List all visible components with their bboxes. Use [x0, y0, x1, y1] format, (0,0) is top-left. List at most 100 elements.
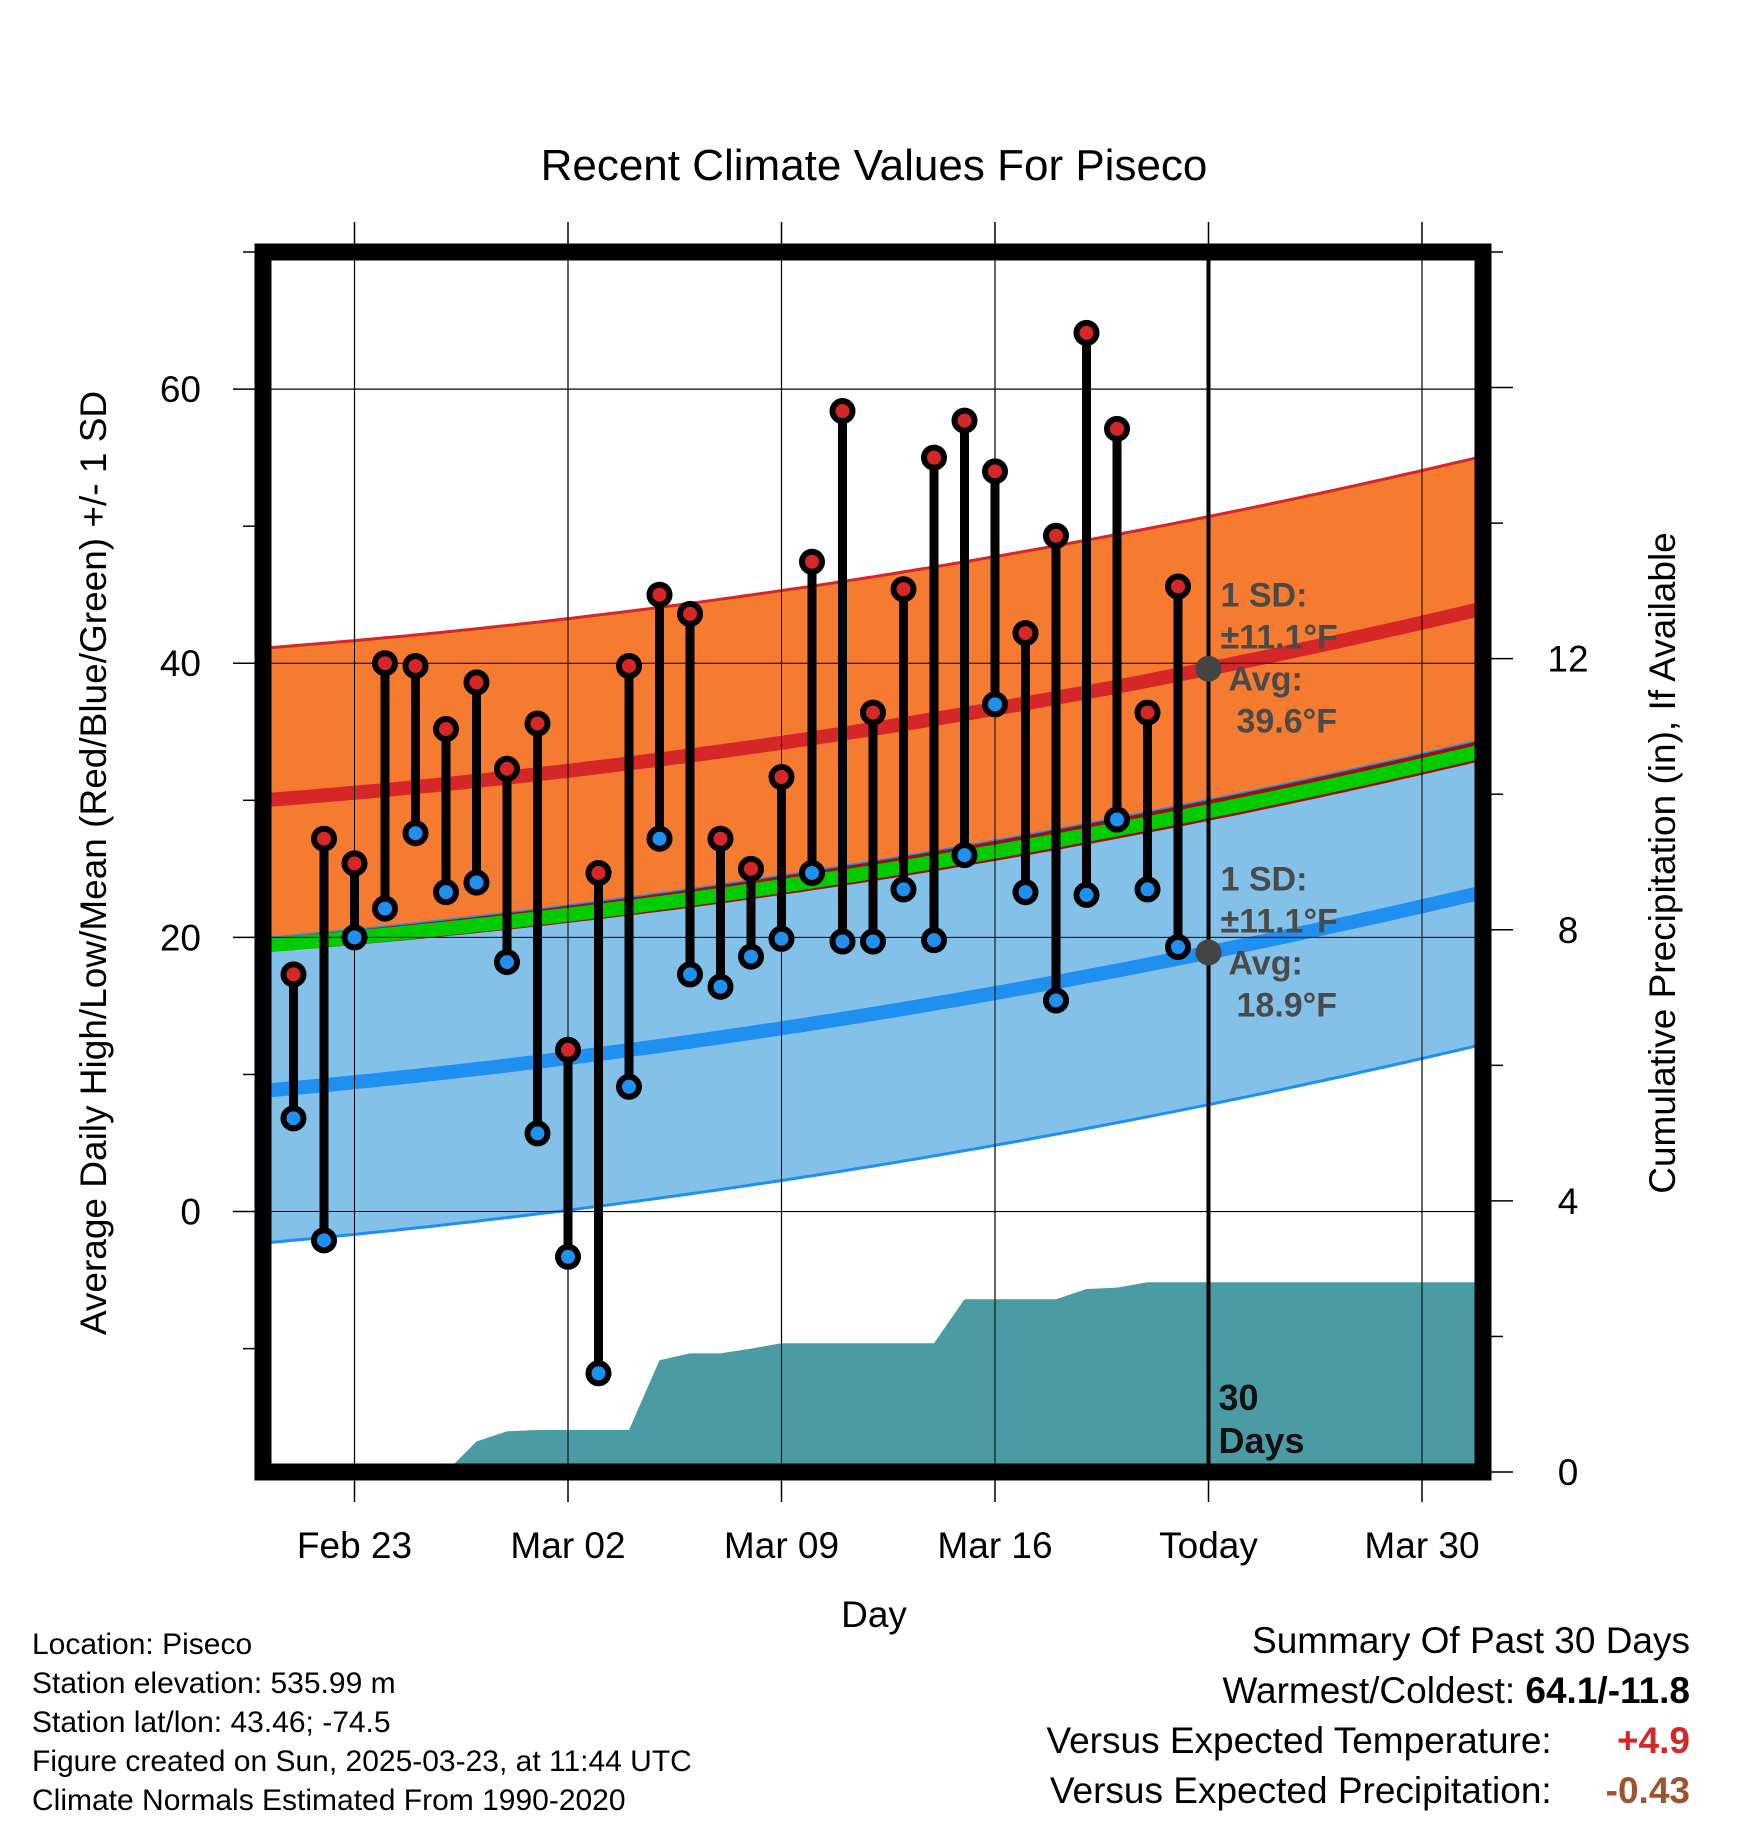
y-tick-label: 20 — [160, 917, 201, 958]
y2-axis-label: Cumulative Precipitation (in), If Availa… — [1642, 532, 1683, 1194]
daily-low-point — [829, 928, 856, 955]
daily-high-point — [738, 855, 764, 882]
y2-tick-label: 0 — [1558, 1452, 1579, 1493]
high-sd-value: ±11.1°F — [1221, 619, 1338, 657]
daily-low-point — [1104, 806, 1130, 833]
x-tick-label: Mar 09 — [724, 1525, 839, 1566]
daily-low-point — [524, 1120, 551, 1147]
today-days-label-line: 30 — [1219, 1377, 1259, 1418]
summary-precip: Versus Expected Precipitation: -0.43 — [1050, 1770, 1690, 1812]
y2-tick-label: 8 — [1558, 910, 1579, 951]
daily-high-point — [707, 825, 734, 852]
daily-low-point — [860, 928, 886, 955]
footer-created: Figure created on Sun, 2025-03-23, at 11… — [32, 1745, 692, 1778]
footer-normals: Climate Normals Estimated From 1990-2020 — [32, 1784, 626, 1817]
daily-high-point — [524, 710, 551, 737]
daily-high-point — [463, 669, 490, 696]
precip-area — [263, 1282, 1483, 1472]
daily-low-point — [677, 961, 703, 988]
daily-high-point — [585, 859, 612, 886]
daily-low-point — [799, 859, 825, 886]
daily-low-point — [311, 1227, 337, 1254]
daily-high-point — [433, 716, 459, 743]
x-tick-label: Today — [1159, 1525, 1258, 1566]
daily-high-point — [1104, 415, 1130, 442]
daily-low-point — [463, 869, 490, 896]
summary-heading: Summary Of Past 30 Days — [1252, 1620, 1690, 1661]
y2-tick-label: 12 — [1547, 639, 1588, 680]
daily-low-point — [1134, 876, 1161, 903]
daily-low-point — [1043, 987, 1069, 1014]
daily-high-point — [555, 1036, 581, 1063]
daily-high-point — [677, 600, 703, 627]
daily-low-point — [402, 820, 429, 847]
summary-temp-value: +4.9 — [1616, 1720, 1690, 1761]
x-tick-label: Feb 23 — [297, 1525, 412, 1566]
y2-tick-label: 4 — [1558, 1181, 1579, 1222]
daily-low-point — [1012, 879, 1039, 906]
daily-high-point — [646, 581, 673, 608]
daily-low-point — [494, 949, 520, 976]
daily-low-point — [707, 973, 734, 1000]
daily-high-point — [1073, 319, 1100, 346]
footer-location: Location: Piseco — [32, 1628, 253, 1661]
low-sd-value: ±11.1°F — [1221, 902, 1338, 940]
daily-low-point — [921, 927, 947, 954]
daily-low-point — [585, 1360, 612, 1387]
x-tick-label: Mar 02 — [510, 1525, 625, 1566]
daily-high-point — [799, 548, 825, 575]
low-sd-label: 1 SD: — [1221, 860, 1308, 898]
high-avg-label: Avg: — [1229, 661, 1303, 699]
daily-high-point — [829, 398, 856, 425]
normal-high-today-marker — [1195, 655, 1222, 682]
daily-low-point — [890, 876, 917, 903]
summary-precip-value: -0.43 — [1605, 1770, 1690, 1811]
plot-area: 1 SD: ±11.1°F Avg: 39.6°F 1 SD: ±11.1°F Avg: 18… — [160, 222, 1589, 1566]
daily-low-point — [738, 943, 764, 970]
daily-low-point — [1073, 881, 1100, 908]
today-days-label: 30 Days — [1219, 1377, 1305, 1461]
daily-low-point — [341, 924, 368, 951]
x-axis-label: Day — [841, 1594, 907, 1635]
high-avg-value: 39.6°F — [1237, 703, 1338, 741]
daily-high-point — [1134, 699, 1161, 726]
plot-content: 1 SD: ±11.1°F Avg: 39.6°F 1 SD: ±11.1°F Avg: 18… — [263, 252, 1483, 1472]
y-tick-label: 40 — [160, 643, 201, 684]
plot-frame — [254, 243, 1492, 1481]
summary-warm-cold-label: Warmest/Coldest: — [1222, 1670, 1516, 1711]
summary-precip-label: Versus Expected Precipitation: — [1049, 1770, 1552, 1811]
daily-high-point — [982, 458, 1008, 485]
daily-high-point — [1165, 573, 1191, 600]
daily-low-point — [616, 1073, 642, 1100]
daily-high-point — [341, 850, 368, 877]
daily-high-point — [402, 652, 429, 679]
summary-warm-cold: Warmest/Coldest: 64.1/-11.8 — [1222, 1670, 1690, 1712]
daily-low-point — [646, 825, 673, 852]
y-tick-label: 0 — [180, 1192, 201, 1233]
x-tick-label: Mar 30 — [1364, 1525, 1479, 1566]
daily-low-point — [433, 879, 459, 906]
daily-low-point — [1165, 933, 1191, 960]
daily-high-point — [616, 652, 642, 679]
daily-high-point — [921, 444, 947, 471]
footer-latlon: Station lat/lon: 43.46; -74.5 — [32, 1706, 391, 1739]
daily-high-point — [1043, 522, 1069, 549]
daily-high-point — [372, 650, 398, 677]
daily-high-point — [768, 764, 795, 791]
daily-high-point — [494, 755, 520, 782]
daily-high-point — [860, 699, 886, 726]
daily-low-point — [555, 1243, 581, 1270]
x-tick-label: Mar 16 — [937, 1525, 1052, 1566]
low-avg-label: Avg: — [1229, 944, 1303, 982]
daily-low-point — [951, 842, 978, 869]
daily-high-point — [311, 825, 337, 852]
low-avg-value: 18.9°F — [1237, 986, 1338, 1024]
daily-low-point — [982, 691, 1008, 718]
y-axis-label: Average Daily High/Low/Mean (Red/Blue/Gr… — [73, 391, 114, 1335]
daily-low-point — [768, 925, 795, 952]
daily-high-point — [890, 576, 917, 603]
normal-low-today-marker — [1195, 939, 1222, 966]
daily-high-point — [280, 961, 307, 988]
daily-low-point — [280, 1105, 307, 1132]
